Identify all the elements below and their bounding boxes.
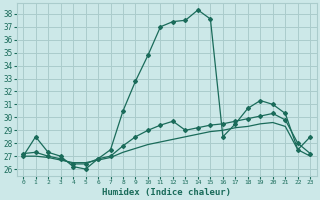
X-axis label: Humidex (Indice chaleur): Humidex (Indice chaleur) [102, 188, 231, 197]
